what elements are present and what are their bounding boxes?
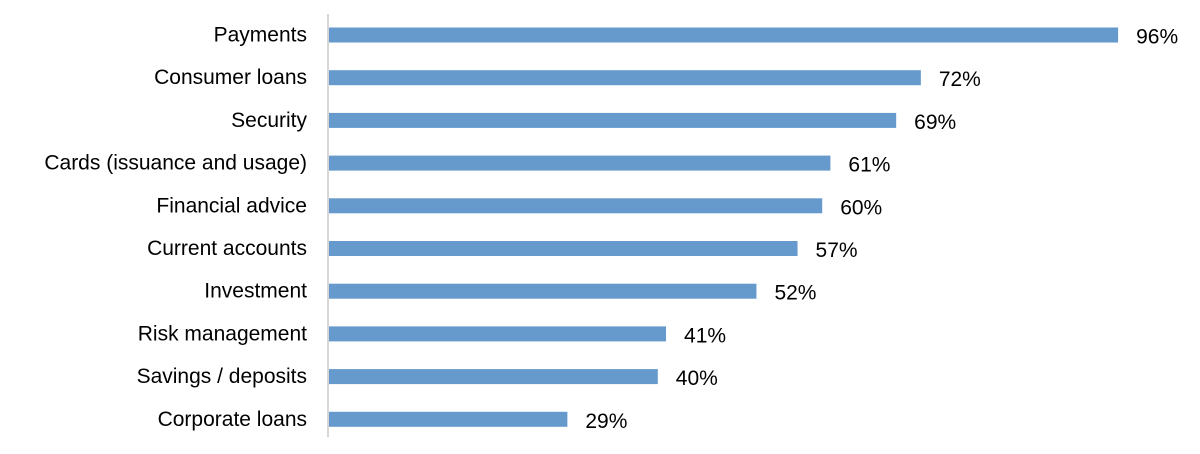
category-label: Current accounts [147, 237, 307, 260]
value-label: 60% [840, 196, 882, 219]
category-label: Security [231, 109, 307, 132]
category-label: Investment [204, 280, 307, 303]
value-labels-group: 96% 72% 69% 61% 60% 57%52% 41% 40% 29% [585, 26, 1178, 433]
value-label: 41% [684, 324, 726, 347]
value-label: 72% [939, 68, 981, 91]
category-label: Risk management [138, 322, 307, 345]
bar [329, 283, 757, 299]
value-label: 40% [676, 367, 718, 390]
value-label: 57% [816, 239, 858, 262]
category-label: Savings / deposits [137, 365, 307, 388]
value-label: 69% [914, 111, 956, 134]
value-label: 96% [1136, 26, 1178, 49]
bar [329, 241, 798, 256]
category-label: Cards (issuance and usage) [44, 152, 307, 175]
category-label: Corporate loans [158, 408, 307, 431]
bar [329, 369, 658, 385]
category-labels-group: Payments Consumer loans Security Cards (iss… [44, 24, 307, 431]
bars-group [329, 27, 1119, 427]
bar [329, 155, 831, 171]
bar [329, 411, 568, 427]
value-label: 29% [585, 410, 627, 433]
bar [329, 326, 667, 342]
category-label: Payments [214, 24, 307, 47]
bar [329, 112, 897, 128]
category-label: Financial advice [156, 194, 307, 217]
bar [329, 70, 921, 86]
bar [329, 198, 823, 214]
bar [329, 27, 1119, 43]
value-label: 61% [848, 154, 890, 177]
category-label: Consumer loans [154, 66, 307, 89]
value-label: 52% [774, 282, 816, 305]
